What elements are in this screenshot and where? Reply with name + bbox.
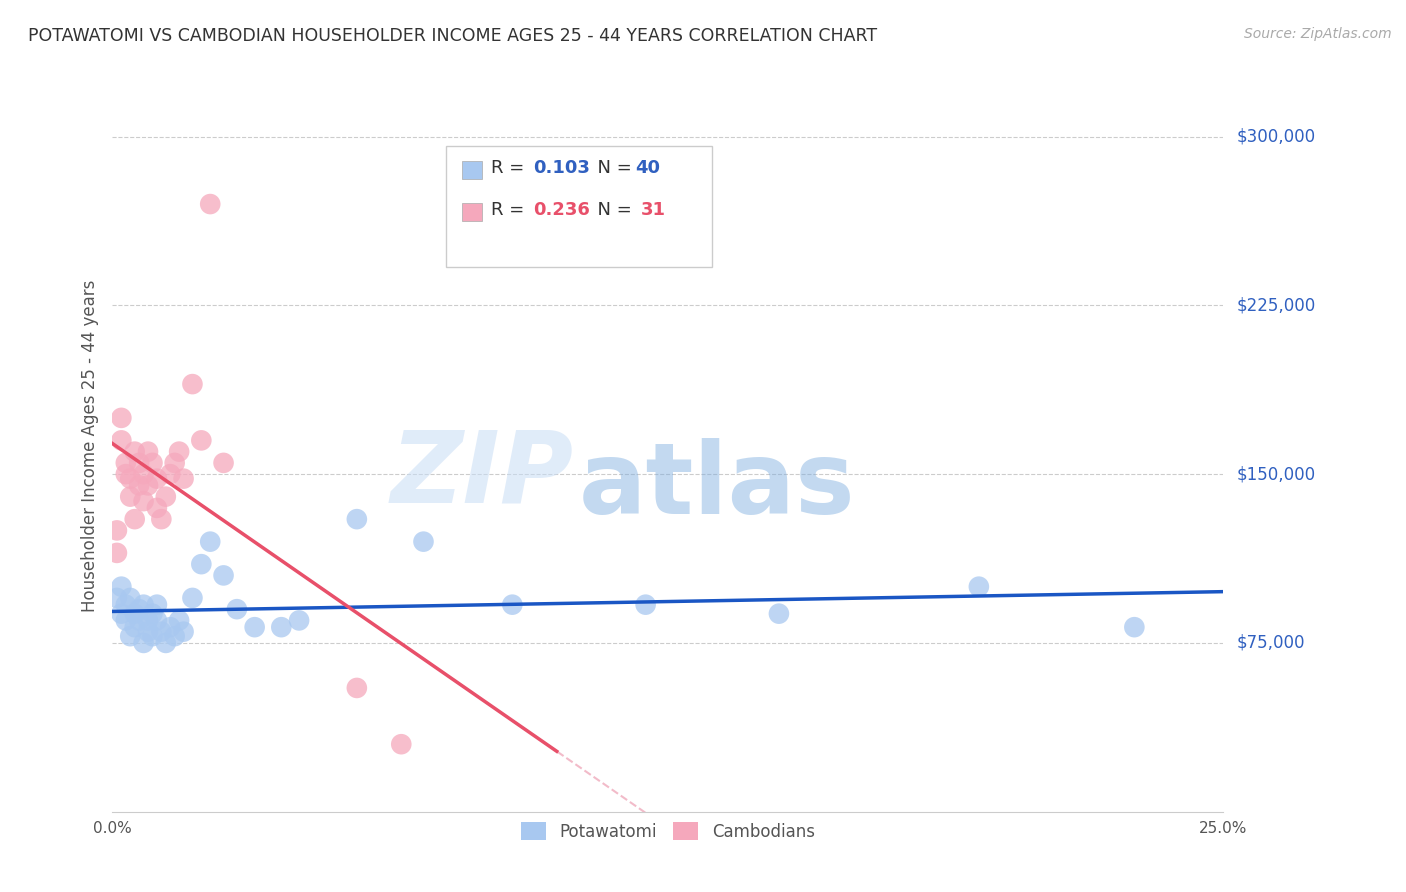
Point — [128, 456, 150, 470]
Point — [110, 607, 132, 621]
Point — [150, 512, 173, 526]
Point — [159, 620, 181, 634]
Point — [190, 434, 212, 448]
Text: 0.103: 0.103 — [533, 159, 591, 177]
Point — [124, 444, 146, 458]
Point — [120, 472, 142, 486]
Point — [105, 524, 128, 538]
Text: $225,000: $225,000 — [1236, 296, 1316, 314]
Point — [155, 490, 177, 504]
Point — [136, 444, 159, 458]
Point — [141, 456, 163, 470]
Text: 40: 40 — [636, 159, 661, 177]
Point — [120, 591, 142, 605]
Point — [163, 456, 186, 470]
Point — [181, 377, 204, 392]
Point — [967, 580, 990, 594]
FancyBboxPatch shape — [446, 146, 713, 267]
Text: $75,000: $75,000 — [1236, 634, 1305, 652]
Point — [114, 598, 136, 612]
Point — [389, 737, 412, 751]
Legend: Potawatomi, Cambodians: Potawatomi, Cambodians — [515, 816, 821, 847]
Point — [110, 434, 132, 448]
Point — [200, 534, 222, 549]
Text: atlas: atlas — [579, 438, 856, 534]
Point — [114, 467, 136, 482]
Point — [634, 598, 657, 612]
Point — [114, 456, 136, 470]
Point — [155, 636, 177, 650]
Point — [412, 534, 434, 549]
Point — [132, 598, 155, 612]
Text: POTAWATOMI VS CAMBODIAN HOUSEHOLDER INCOME AGES 25 - 44 YEARS CORRELATION CHART: POTAWATOMI VS CAMBODIAN HOUSEHOLDER INCO… — [28, 27, 877, 45]
Point — [167, 444, 190, 458]
Point — [128, 478, 150, 492]
Point — [270, 620, 292, 634]
Text: N =: N = — [586, 159, 637, 177]
Text: R =: R = — [491, 201, 530, 219]
Point — [141, 607, 163, 621]
Point — [136, 478, 159, 492]
Point — [128, 602, 150, 616]
Point — [190, 557, 212, 571]
Point — [110, 410, 132, 425]
Point — [110, 580, 132, 594]
Point — [212, 456, 235, 470]
Text: 31: 31 — [641, 201, 666, 219]
Point — [146, 472, 169, 486]
Point — [501, 598, 523, 612]
Point — [132, 636, 155, 650]
Point — [212, 568, 235, 582]
Point — [200, 197, 222, 211]
Point — [120, 490, 142, 504]
Point — [288, 614, 311, 628]
Point — [120, 629, 142, 643]
Point — [346, 681, 368, 695]
Point — [146, 500, 169, 515]
Point — [159, 467, 181, 482]
Point — [132, 467, 155, 482]
Point — [163, 629, 186, 643]
Point — [150, 624, 173, 639]
Point — [114, 614, 136, 628]
Text: Source: ZipAtlas.com: Source: ZipAtlas.com — [1244, 27, 1392, 41]
Text: R =: R = — [491, 159, 530, 177]
Point — [124, 620, 146, 634]
Text: $300,000: $300,000 — [1236, 128, 1316, 145]
Point — [141, 629, 163, 643]
Point — [167, 614, 190, 628]
FancyBboxPatch shape — [463, 161, 482, 179]
Point — [124, 607, 146, 621]
Point — [181, 591, 204, 605]
Point — [124, 512, 146, 526]
Point — [132, 494, 155, 508]
Point — [1123, 620, 1146, 634]
Point — [146, 598, 169, 612]
Point — [105, 546, 128, 560]
Text: 0.236: 0.236 — [533, 201, 591, 219]
Point — [173, 472, 195, 486]
Point — [243, 620, 266, 634]
Point — [225, 602, 247, 616]
Point — [346, 512, 368, 526]
Point — [128, 614, 150, 628]
Text: N =: N = — [586, 201, 637, 219]
Point — [768, 607, 790, 621]
Point — [136, 614, 159, 628]
FancyBboxPatch shape — [463, 203, 482, 221]
Point — [173, 624, 195, 639]
Text: ZIP: ZIP — [391, 426, 574, 524]
Text: $150,000: $150,000 — [1236, 465, 1316, 483]
Y-axis label: Householder Income Ages 25 - 44 years: Householder Income Ages 25 - 44 years — [80, 280, 98, 612]
Point — [146, 614, 169, 628]
Point — [136, 624, 159, 639]
Point — [105, 591, 128, 605]
